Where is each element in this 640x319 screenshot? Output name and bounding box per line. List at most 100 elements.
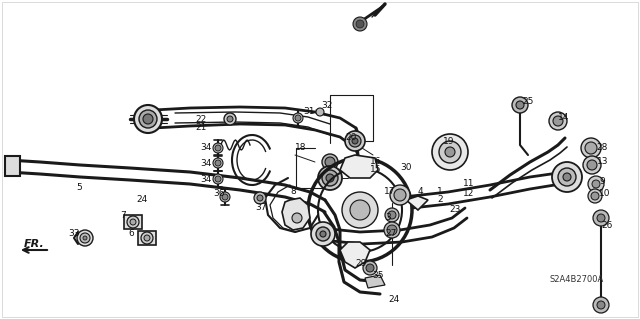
Circle shape [143, 114, 153, 124]
Circle shape [592, 180, 600, 188]
Circle shape [77, 230, 93, 246]
Circle shape [388, 211, 396, 219]
Circle shape [353, 17, 367, 31]
Polygon shape [365, 275, 385, 288]
Text: 18: 18 [295, 144, 307, 152]
Circle shape [553, 116, 563, 126]
Circle shape [587, 160, 597, 170]
Circle shape [588, 189, 602, 203]
Circle shape [141, 232, 153, 244]
Circle shape [588, 176, 604, 192]
Circle shape [224, 113, 236, 125]
Text: 24: 24 [388, 295, 399, 305]
Circle shape [394, 189, 406, 201]
Circle shape [227, 116, 233, 122]
Text: 32: 32 [321, 100, 332, 109]
Circle shape [295, 115, 301, 121]
Polygon shape [124, 215, 142, 229]
Text: 22: 22 [195, 115, 206, 124]
Text: 27: 27 [385, 229, 396, 239]
Circle shape [292, 213, 302, 223]
Text: 2: 2 [437, 195, 443, 204]
Text: FR.: FR. [24, 239, 44, 249]
Circle shape [585, 142, 597, 154]
Text: 28: 28 [596, 143, 607, 152]
Circle shape [593, 210, 609, 226]
Text: 21: 21 [195, 123, 206, 132]
Circle shape [342, 192, 378, 228]
Circle shape [385, 208, 399, 222]
Circle shape [213, 174, 223, 184]
Circle shape [257, 195, 263, 201]
Text: 34: 34 [200, 174, 211, 183]
Text: 37: 37 [255, 204, 266, 212]
Text: 34: 34 [200, 143, 211, 152]
Text: 10: 10 [599, 189, 611, 197]
Text: 12: 12 [463, 189, 474, 197]
Circle shape [127, 216, 139, 228]
Circle shape [215, 176, 221, 182]
Circle shape [326, 174, 334, 182]
Circle shape [254, 192, 266, 204]
Text: 7: 7 [120, 211, 125, 220]
Text: 15: 15 [370, 166, 381, 174]
Circle shape [384, 222, 400, 238]
Circle shape [552, 162, 582, 192]
Text: 1: 1 [437, 187, 443, 196]
Polygon shape [138, 231, 156, 245]
Circle shape [139, 110, 157, 128]
Circle shape [311, 222, 335, 246]
Circle shape [213, 143, 223, 153]
Text: 6: 6 [128, 229, 134, 239]
Text: 5: 5 [76, 182, 82, 191]
Text: 4: 4 [418, 187, 424, 196]
Circle shape [581, 138, 601, 158]
Text: 33: 33 [68, 229, 79, 239]
Circle shape [318, 166, 342, 190]
Polygon shape [406, 196, 428, 210]
Circle shape [583, 156, 601, 174]
Circle shape [322, 170, 338, 186]
Circle shape [222, 194, 228, 200]
Circle shape [322, 154, 338, 170]
Text: 8: 8 [290, 188, 296, 197]
Text: 30: 30 [400, 164, 412, 173]
Polygon shape [5, 156, 20, 176]
Text: 24: 24 [136, 196, 147, 204]
Circle shape [144, 235, 150, 241]
Circle shape [220, 192, 230, 202]
Text: 20: 20 [345, 132, 356, 142]
Circle shape [387, 225, 397, 235]
Text: 13: 13 [597, 158, 609, 167]
Circle shape [390, 185, 410, 205]
Circle shape [432, 134, 468, 170]
Circle shape [80, 233, 90, 243]
Circle shape [512, 97, 528, 113]
Circle shape [134, 105, 162, 133]
Text: 35: 35 [372, 271, 383, 280]
Circle shape [350, 200, 370, 220]
Text: 19: 19 [443, 137, 454, 146]
Circle shape [558, 168, 576, 186]
Circle shape [593, 297, 609, 313]
Text: S2A4B2700A: S2A4B2700A [550, 276, 604, 285]
Circle shape [316, 227, 330, 241]
Circle shape [549, 112, 567, 130]
Text: 11: 11 [463, 180, 474, 189]
Circle shape [563, 173, 571, 181]
Text: 36: 36 [213, 189, 225, 198]
Circle shape [439, 141, 461, 163]
Text: 16: 16 [370, 158, 381, 167]
Circle shape [516, 101, 524, 109]
Text: 14: 14 [558, 114, 570, 122]
Polygon shape [340, 242, 370, 268]
Circle shape [363, 261, 377, 275]
Text: 25: 25 [522, 98, 533, 107]
Circle shape [215, 160, 221, 166]
Text: 9: 9 [599, 177, 605, 187]
Circle shape [445, 147, 455, 157]
Circle shape [293, 113, 303, 123]
Circle shape [349, 135, 361, 147]
Circle shape [597, 214, 605, 222]
Circle shape [591, 192, 599, 200]
